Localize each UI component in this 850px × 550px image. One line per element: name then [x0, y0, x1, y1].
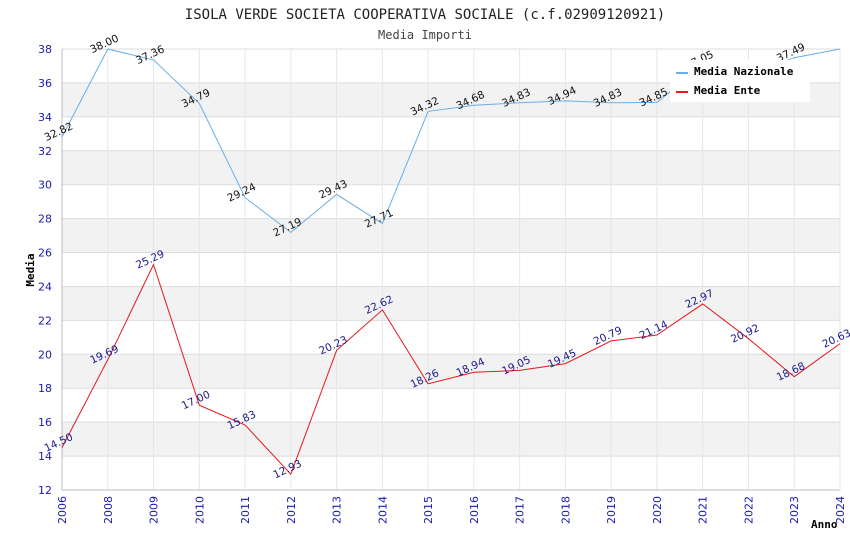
y-tick-label: 22 [38, 314, 52, 327]
x-tick-label: 2009 [148, 496, 161, 524]
data-label: 37.36 [134, 43, 167, 67]
x-tick-label: 2015 [422, 496, 435, 524]
x-tick-label: 2016 [468, 496, 481, 524]
x-tick-label: 2011 [239, 496, 252, 524]
x-tick-label: 2024 [834, 496, 847, 524]
data-label: 20.92 [729, 322, 761, 346]
grid-band [62, 422, 840, 457]
y-tick-label: 18 [38, 382, 52, 395]
data-label: 20.79 [592, 324, 624, 348]
y-tick-label: 34 [38, 111, 52, 124]
y-tick-label: 24 [38, 280, 52, 293]
x-tick-label: 2023 [788, 496, 801, 524]
grid-bands [62, 82, 840, 457]
y-tick-label: 12 [38, 484, 52, 497]
grid-band [62, 354, 840, 389]
x-axis-label: Anno [811, 518, 838, 531]
x-tick-label: 2008 [102, 496, 115, 524]
x-tick-label: 2013 [331, 496, 344, 524]
y-tick-label: 28 [38, 213, 52, 226]
y-axis-label: Media [24, 253, 37, 286]
legend: Media Nazionale Media Ente [670, 60, 810, 102]
data-label: 32.82 [43, 120, 75, 144]
y-tick-label: 26 [38, 247, 52, 260]
y-tick-label: 14 [38, 450, 52, 463]
legend-label-nazionale: Media Nazionale [694, 65, 794, 78]
chart-title: ISOLA VERDE SOCIETA COOPERATIVA SOCIALE … [185, 7, 665, 23]
data-label: 21.14 [638, 318, 671, 342]
x-tick-label: 2018 [559, 496, 572, 524]
x-tick-label: 2019 [605, 496, 618, 524]
chart-subtitle: Media Importi [378, 28, 472, 42]
x-tick-label: 2014 [376, 496, 389, 524]
x-tick-label: 2006 [56, 496, 69, 524]
y-tick-labels: 12 14 16 18 20 22 24 26 28 30 32 34 36 38 [38, 43, 52, 497]
grid-band [62, 286, 840, 321]
x-tick-label: 2020 [651, 496, 664, 524]
y-tick-label: 36 [38, 77, 52, 90]
x-tick-labels: 2006 2008 2009 2010 2011 2012 2013 2014 2015 2016… [56, 496, 847, 524]
grid-band [62, 150, 840, 185]
y-tick-label: 16 [38, 416, 52, 429]
data-label: 38.00 [88, 32, 120, 56]
y-tick-label: 38 [38, 43, 52, 56]
data-label: 12.93 [271, 458, 303, 482]
x-tick-label: 2012 [285, 496, 298, 524]
y-tick-label: 20 [38, 348, 52, 361]
grid-band [62, 218, 840, 253]
y-tick-label: 30 [38, 179, 52, 192]
axes [61, 49, 840, 491]
y-tick-label: 32 [38, 145, 52, 158]
legend-box [670, 60, 810, 102]
x-tick-label: 2010 [193, 496, 206, 524]
legend-label-ente: Media Ente [694, 84, 761, 97]
x-tick-label: 2022 [742, 496, 755, 524]
x-tick-label: 2017 [514, 496, 527, 524]
x-tick-label: 2021 [697, 496, 710, 524]
series-line-ente [61, 263, 841, 476]
